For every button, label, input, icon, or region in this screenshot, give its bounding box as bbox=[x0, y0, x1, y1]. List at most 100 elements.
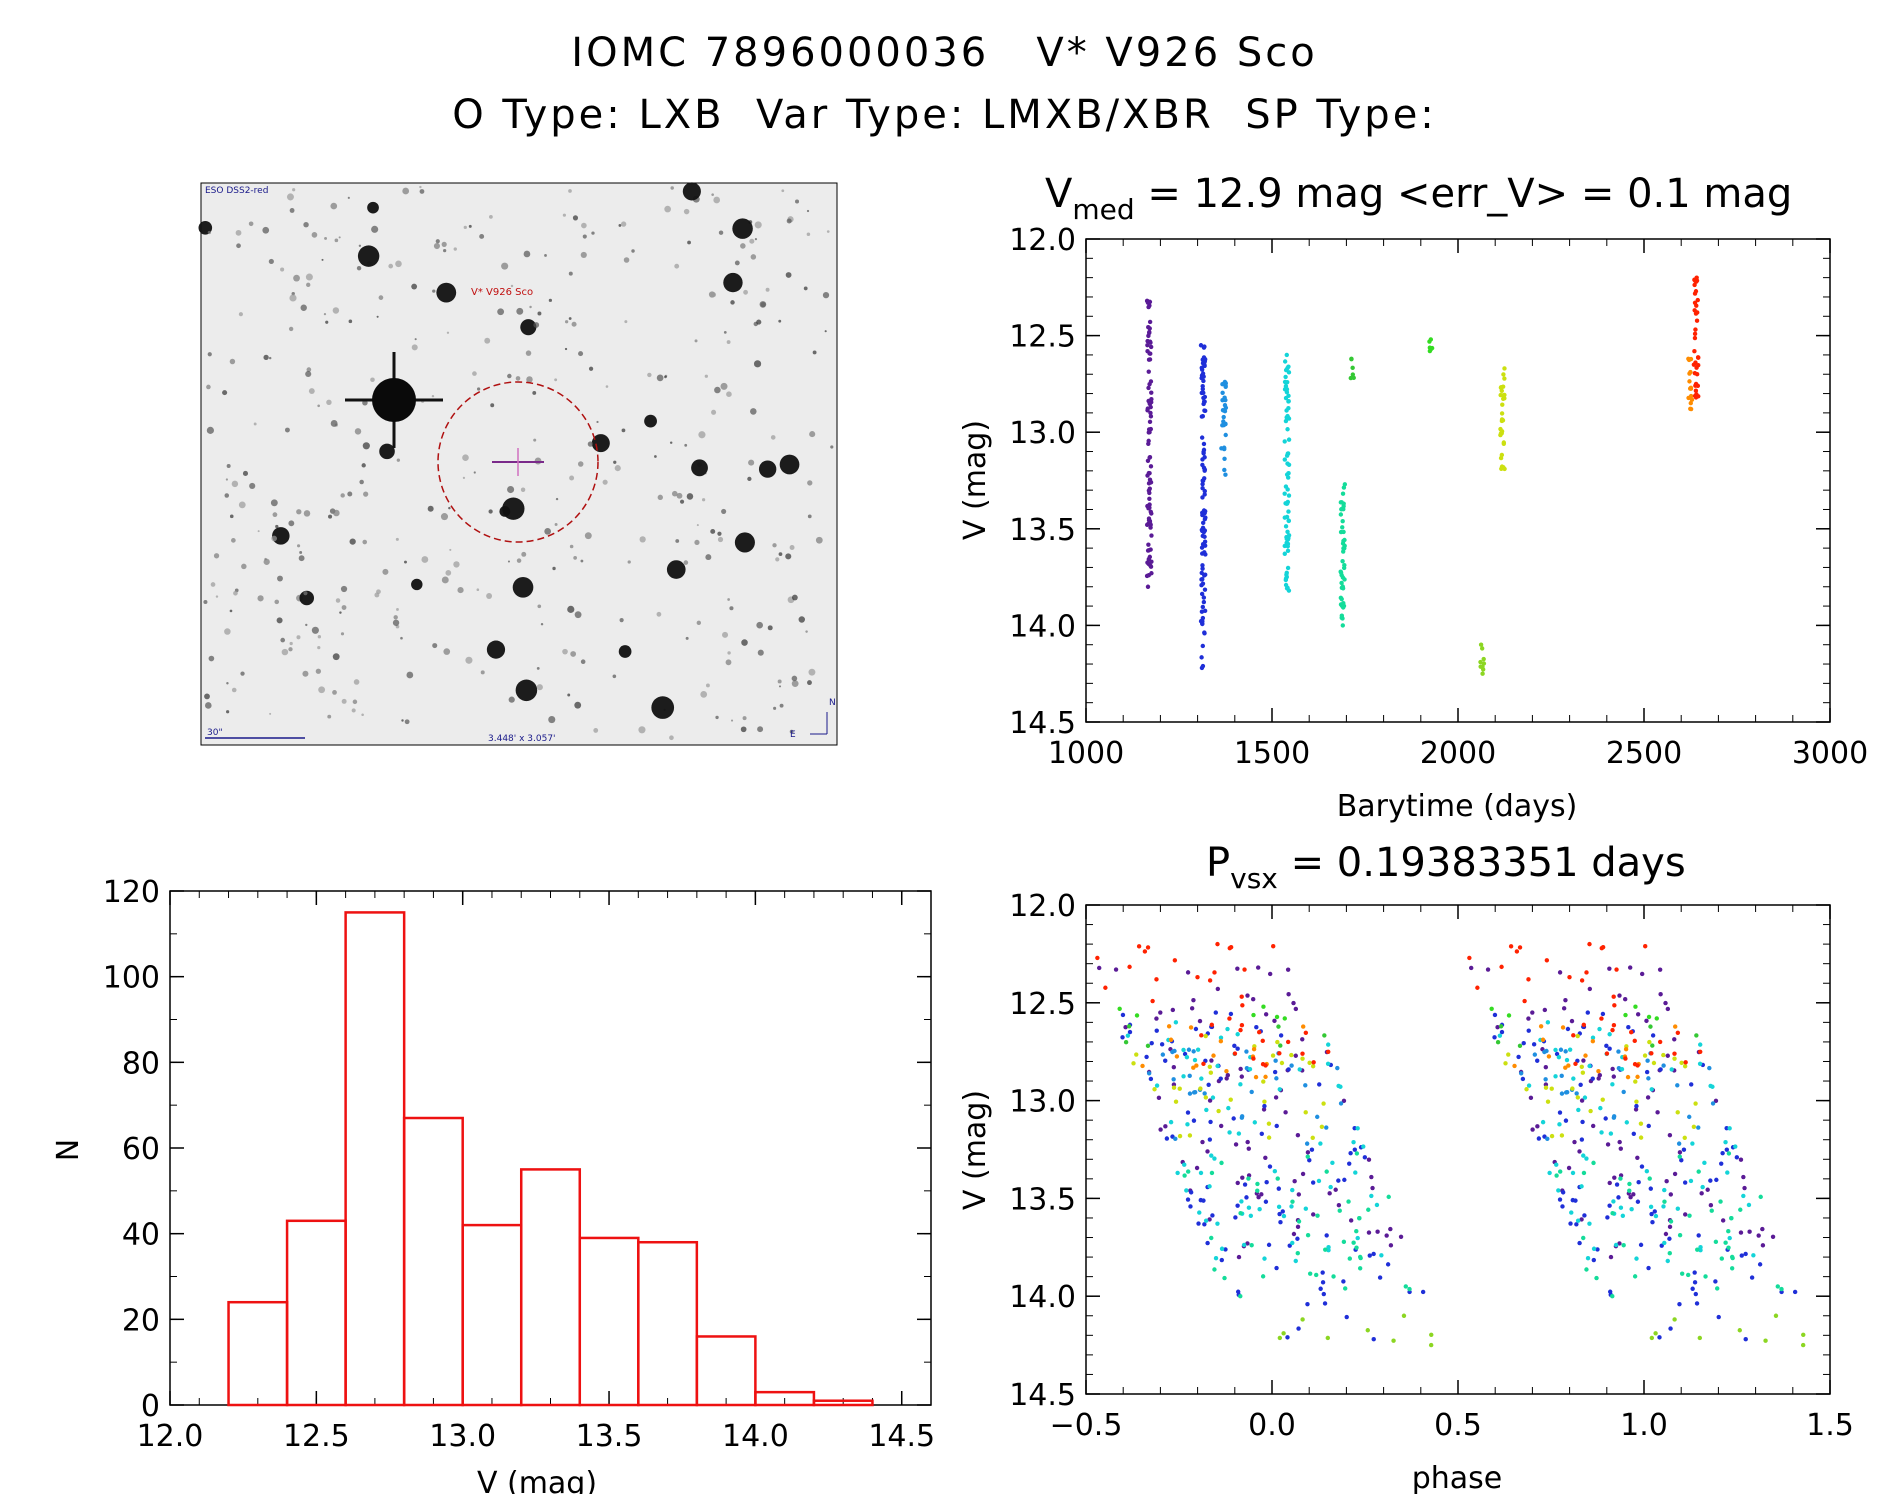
finder-star bbox=[388, 263, 394, 269]
phase-curve-point bbox=[1235, 966, 1240, 971]
phase-curve-point bbox=[1545, 1136, 1550, 1142]
phase-curve-point bbox=[1751, 1253, 1756, 1258]
phase-curve-point bbox=[1727, 1235, 1732, 1241]
finder-star bbox=[806, 209, 810, 213]
phase-curve-point bbox=[1475, 985, 1480, 990]
finder-star bbox=[786, 218, 792, 224]
x-tick-label: 13.0 bbox=[429, 1419, 496, 1454]
phase-curve-point bbox=[1203, 1218, 1209, 1223]
phase-curve-point bbox=[1619, 1066, 1625, 1072]
phase-curve-point bbox=[1633, 1107, 1639, 1112]
phase-curve-point bbox=[1631, 1131, 1636, 1136]
phase-curve-point bbox=[1741, 1174, 1746, 1180]
finder-star bbox=[396, 608, 399, 611]
phase-curve-point bbox=[1263, 1063, 1268, 1068]
light-curve-point bbox=[1350, 365, 1355, 371]
phase-curve-point bbox=[1191, 1049, 1196, 1054]
phase-curve-point bbox=[1677, 1301, 1682, 1307]
finder-star bbox=[305, 273, 313, 281]
phase-curve-point bbox=[1650, 1043, 1655, 1048]
finder-star bbox=[231, 538, 236, 543]
histogram-ylabel: N bbox=[51, 1139, 86, 1161]
finder-star bbox=[288, 647, 293, 652]
light-curve-point bbox=[1200, 551, 1205, 556]
finder-star bbox=[263, 354, 269, 361]
finder-star bbox=[376, 589, 381, 595]
phase-curve-point bbox=[1175, 1170, 1180, 1176]
phase-curve-point bbox=[1236, 1131, 1242, 1136]
finder-star bbox=[286, 193, 294, 201]
phase-curve-point bbox=[1563, 997, 1568, 1003]
finder-star bbox=[362, 442, 370, 450]
phase-curve-point bbox=[1646, 1265, 1651, 1271]
light-curve-point bbox=[1339, 613, 1345, 618]
phase-curve-point bbox=[1604, 1051, 1610, 1056]
phase-curve-point bbox=[1516, 1054, 1521, 1060]
finder-star bbox=[359, 479, 364, 485]
phase-curve-point bbox=[1607, 1289, 1613, 1294]
phase-curve-point bbox=[1622, 997, 1628, 1002]
finder-star bbox=[532, 391, 537, 395]
phase-curve-point bbox=[1557, 1197, 1563, 1202]
light-curve-point bbox=[1147, 477, 1153, 482]
light-curve-point bbox=[1341, 565, 1347, 571]
finder-star bbox=[353, 679, 360, 685]
phase-curve-point bbox=[1187, 1091, 1193, 1096]
phase-curve-point bbox=[1560, 1204, 1565, 1209]
finder-star bbox=[785, 272, 792, 278]
phase-curve-point bbox=[1588, 1108, 1593, 1114]
phase-curve-point bbox=[1309, 1147, 1315, 1152]
phase-curve-point bbox=[1209, 1022, 1215, 1028]
phase-curve-point bbox=[1542, 1007, 1548, 1013]
finder-star bbox=[330, 420, 338, 427]
phase-curve-point bbox=[1366, 1230, 1372, 1235]
phase-curve-point bbox=[1585, 1010, 1590, 1015]
phase-curve-point bbox=[1344, 1314, 1349, 1320]
finder-star bbox=[580, 559, 584, 563]
light-curve-point bbox=[1481, 661, 1487, 666]
phase-curve-point bbox=[1216, 1108, 1221, 1114]
light-curve-point bbox=[1200, 481, 1205, 487]
finder-star bbox=[347, 196, 350, 199]
phase-curve-point bbox=[1207, 1217, 1212, 1222]
finder-star bbox=[791, 675, 798, 682]
light-curve-point bbox=[1478, 642, 1484, 647]
phase-curve-point bbox=[1618, 1146, 1623, 1151]
finder-star bbox=[806, 232, 811, 236]
phase-curve-point bbox=[1385, 1262, 1391, 1267]
phase-curve-point bbox=[1729, 1266, 1735, 1271]
phase-curve-point bbox=[1566, 1165, 1572, 1171]
light-curve-point bbox=[1340, 623, 1346, 628]
phase-curve-point bbox=[1291, 1231, 1297, 1237]
phase-curve-point bbox=[1303, 1206, 1309, 1211]
phase-curve-xlabel: phase bbox=[1412, 1461, 1503, 1494]
finder-star bbox=[325, 320, 329, 324]
phase-curve-point bbox=[1623, 1056, 1628, 1061]
phase-curve-point bbox=[1289, 1063, 1294, 1068]
histogram-xlabel: V (mag) bbox=[477, 1466, 597, 1494]
finder-star bbox=[826, 230, 830, 233]
phase-curve-point bbox=[1215, 1063, 1220, 1069]
phase-curve-point bbox=[1371, 1337, 1376, 1342]
phase-curve-point bbox=[1645, 1095, 1651, 1100]
phase-curve-point bbox=[1374, 1202, 1380, 1208]
phase-curve-point bbox=[1213, 1010, 1218, 1015]
phase-curve-point bbox=[1252, 1120, 1258, 1125]
phase-curve-point bbox=[1738, 1157, 1744, 1162]
phase-curve-point bbox=[1171, 1082, 1177, 1087]
phase-curve-point bbox=[1607, 1032, 1612, 1037]
light-curve-point bbox=[1222, 467, 1227, 473]
phase-curve-point bbox=[1559, 1091, 1565, 1096]
phase-curve-point bbox=[1285, 967, 1291, 972]
phase-curve-point bbox=[1647, 1176, 1652, 1181]
phase-curve-point bbox=[1235, 1203, 1240, 1208]
phase-curve-point bbox=[1638, 1121, 1644, 1126]
finder-star bbox=[465, 656, 473, 664]
phase-curve-point bbox=[1747, 1229, 1752, 1234]
phase-curve-point bbox=[1357, 1254, 1363, 1260]
light-curve-ylabel: V (mag) bbox=[958, 420, 993, 540]
phase-curve-point bbox=[1377, 1275, 1383, 1280]
finder-star bbox=[781, 189, 785, 193]
finder-star bbox=[441, 576, 449, 584]
phase-curve-point bbox=[1558, 1047, 1564, 1052]
